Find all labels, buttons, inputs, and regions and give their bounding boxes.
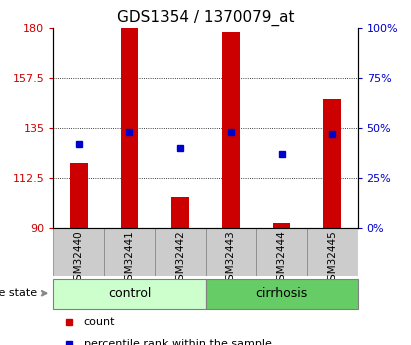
- Bar: [323, 99, 341, 228]
- FancyBboxPatch shape: [256, 228, 307, 276]
- Text: disease state: disease state: [0, 288, 46, 298]
- FancyBboxPatch shape: [307, 228, 358, 276]
- FancyBboxPatch shape: [206, 228, 256, 276]
- Text: GSM32441: GSM32441: [125, 230, 134, 287]
- Text: GSM32442: GSM32442: [175, 230, 185, 287]
- Bar: [222, 32, 240, 228]
- Title: GDS1354 / 1370079_at: GDS1354 / 1370079_at: [117, 10, 294, 26]
- Text: GSM32444: GSM32444: [277, 230, 286, 287]
- Text: GSM32440: GSM32440: [74, 230, 84, 287]
- Text: control: control: [108, 287, 151, 300]
- FancyBboxPatch shape: [206, 279, 358, 309]
- Text: GSM32445: GSM32445: [327, 230, 337, 287]
- Text: cirrhosis: cirrhosis: [255, 287, 308, 300]
- Bar: [171, 197, 189, 228]
- FancyBboxPatch shape: [155, 228, 206, 276]
- FancyBboxPatch shape: [53, 279, 206, 309]
- Bar: [70, 163, 88, 228]
- Text: GSM32443: GSM32443: [226, 230, 236, 287]
- FancyBboxPatch shape: [104, 228, 155, 276]
- Bar: [120, 28, 139, 228]
- Text: percentile rank within the sample: percentile rank within the sample: [84, 339, 272, 345]
- FancyBboxPatch shape: [53, 228, 104, 276]
- Text: count: count: [84, 317, 115, 327]
- Bar: [272, 223, 291, 228]
